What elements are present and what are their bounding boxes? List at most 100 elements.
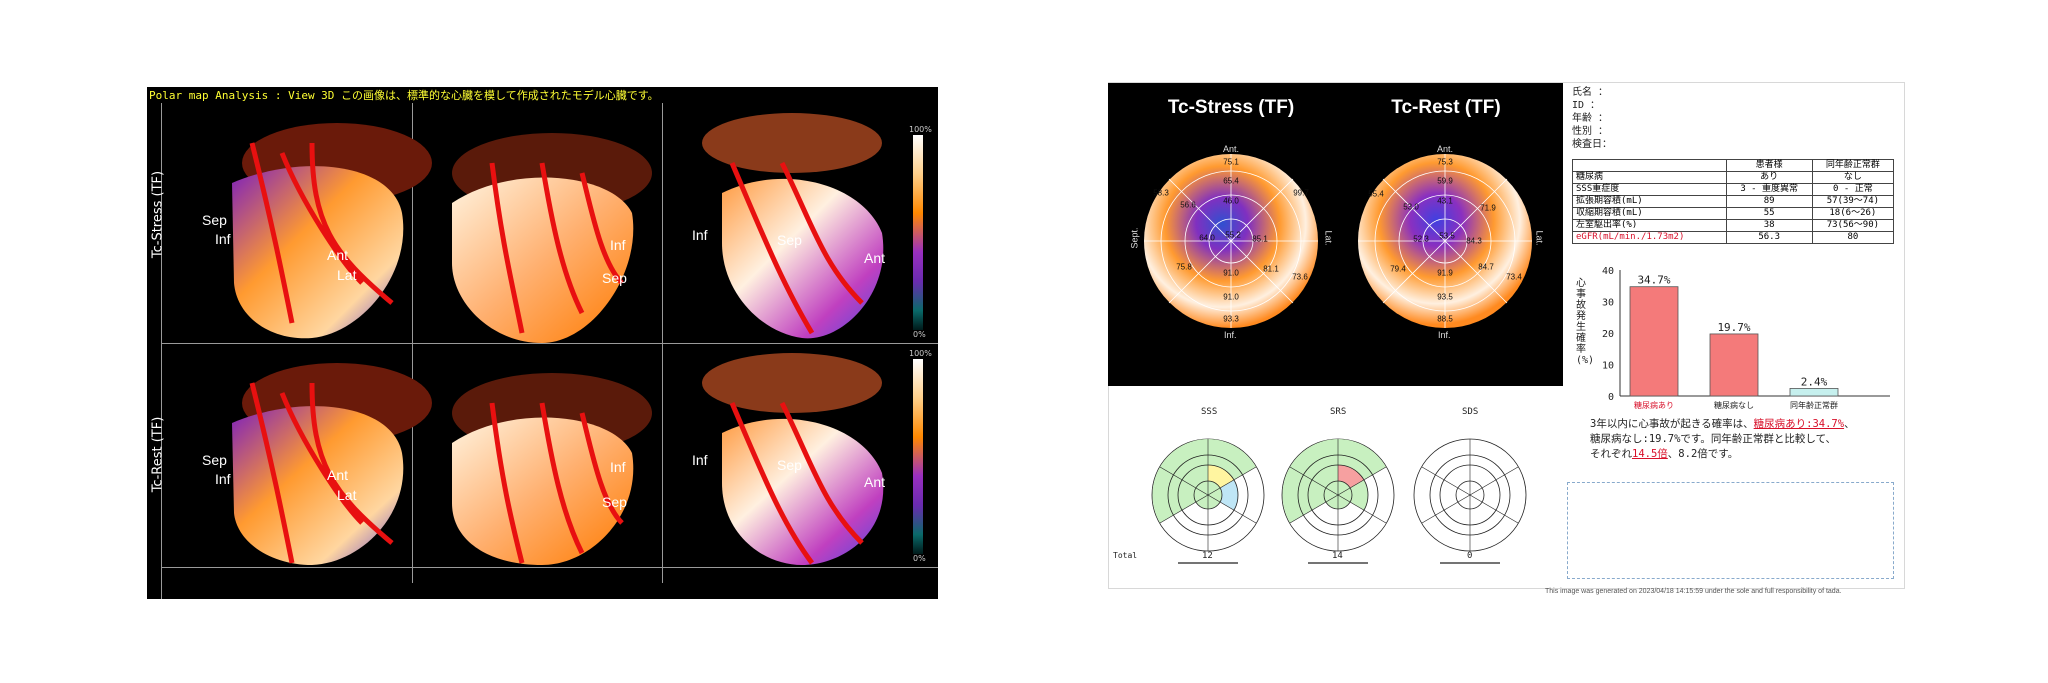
label-sep: Sep: [777, 232, 802, 248]
table-row: 拡張期容積(mL) 89 57(39～74): [1572, 195, 1895, 208]
summary-text: それぞれ: [1590, 448, 1632, 460]
polar-value: 53.0: [1403, 202, 1419, 212]
polar-value: 93.5: [1437, 292, 1453, 302]
rest-ant-label: Ant.: [1437, 144, 1454, 154]
bullseye-srs: [1281, 438, 1395, 552]
table-cell: [1572, 159, 1727, 172]
polar-value: 71.9: [1480, 203, 1496, 213]
label-inf: Inf: [215, 471, 231, 487]
table-cell: 18(6～26): [1811, 207, 1895, 220]
polar-value: 59.9: [1437, 176, 1453, 186]
table-row: SSS重症度 3 - 重度異常 0 - 正常: [1572, 183, 1895, 196]
polar-value: 56.6: [1180, 200, 1196, 210]
summary-line-1: 3年以内に心事故が起きる確率は、糖尿病あり:34.7%、: [1590, 417, 1855, 432]
table-row: 左室駆出率(%) 38 73(56～90): [1572, 219, 1895, 232]
srs-title: SRS: [1330, 407, 1347, 417]
polar-value: 65.4: [1223, 176, 1239, 186]
label-ant: Ant: [327, 247, 349, 263]
table-header: 患者様 同年齢正常群: [1572, 159, 1895, 172]
table-cell: 55: [1725, 207, 1813, 220]
risk-summary: 3年以内に心事故が起きる確率は、糖尿病あり:34.7%、 糖尿病なし:19.7%…: [1590, 417, 1855, 462]
stress-sept-label: Sept.: [1129, 227, 1140, 249]
empty-comment-box: [1567, 482, 1894, 579]
polar-value: 46.0: [1223, 196, 1239, 206]
patient-sex: 性別 ：: [1572, 126, 1609, 137]
table-cell: 73(56～90): [1811, 219, 1895, 232]
risk-bar-chart: 40 30 20 10 0 34.7% 糖尿病あり 19.7% 糖尿病なし 2.4% 同年齢正常群: [1602, 266, 1890, 410]
rest-title: Tc-Rest (TF): [1391, 97, 1501, 118]
polar-value: 55.4: [1368, 189, 1384, 199]
table-cell: 57(39～74): [1811, 195, 1895, 208]
bar-category-label: 糖尿病あり: [1634, 400, 1674, 410]
heart-rest-3: [702, 353, 884, 565]
label-inf: Inf: [610, 237, 626, 253]
table-cell: 3 - 重度異常: [1725, 183, 1813, 196]
table-cell: 80: [1811, 231, 1895, 244]
grid-line: [161, 343, 938, 344]
polar-value: 99.7: [1293, 188, 1309, 198]
polar-value: 73.4: [1506, 272, 1522, 282]
bar-value-label: 2.4%: [1801, 375, 1828, 388]
table-row: eGFR(mL/min./1.73m2) 56.3 80: [1572, 231, 1895, 244]
polar-value: 91.0: [1223, 268, 1239, 278]
sds-total: 0: [1467, 551, 1473, 561]
polar-value: 58.3: [1153, 188, 1169, 198]
polar-value: 43.1: [1437, 196, 1453, 206]
grid-line: [412, 103, 413, 583]
bar-category-label: 同年齢正常群: [1790, 400, 1838, 410]
label-sep: Sep: [202, 212, 227, 228]
colorbar-max: 100%: [909, 349, 932, 358]
srs-total: 14: [1332, 551, 1343, 561]
table-cell: SSS重症度: [1572, 183, 1727, 196]
table-cell: 38: [1725, 219, 1813, 232]
heart-renderings: [232, 113, 884, 565]
patient-id: ID ：: [1572, 100, 1601, 111]
table-cell: なし: [1811, 171, 1895, 184]
summary-line-2: 糖尿病なし:19.7%です。同年齢正常群と比較して、: [1590, 433, 1837, 445]
polar-value: 85.1: [1252, 234, 1268, 244]
stress-inf-label: Inf.: [1224, 330, 1237, 340]
grid-line: [662, 103, 663, 583]
table-cell: 拡張期容積(mL): [1572, 195, 1727, 208]
bar-value-label: 34.7%: [1637, 274, 1670, 287]
colorbar-min: 0%: [913, 554, 926, 563]
polar-value: 52.3: [1413, 234, 1429, 244]
polar-value: 73.6: [1292, 272, 1308, 282]
bar: [1629, 286, 1679, 397]
polar-rest: [1358, 154, 1532, 328]
heart-stress-1: [232, 123, 432, 339]
polar-value: 64.0: [1199, 233, 1215, 243]
label-inf: Inf: [215, 231, 231, 247]
score-bullseyes: [1151, 438, 1527, 564]
sds-title: SDS: [1462, 407, 1479, 417]
polar-value: 84.7: [1478, 262, 1494, 272]
y-tick-label: 20: [1602, 329, 1614, 340]
polar-value: 88.5: [1437, 314, 1453, 324]
table-cell: 同年齢正常群: [1811, 159, 1895, 172]
summary-text: 3年以内に心事故が起きる確率は、: [1590, 418, 1754, 430]
table-cell: 0 - 正常: [1811, 183, 1895, 196]
grid-line: [161, 103, 162, 599]
label-inf: Inf: [610, 459, 626, 475]
summary-line-3: それぞれ14.5倍、8.2倍です。: [1590, 447, 1855, 462]
colorbar-min: 0%: [913, 330, 926, 339]
table-cell: 56.3: [1725, 231, 1813, 244]
polar-plots: [1144, 154, 1532, 328]
polar-value: 75.3: [1437, 157, 1453, 167]
polar-value: 79.4: [1390, 264, 1406, 274]
bar: [1709, 333, 1759, 397]
polar-value: 81.1: [1263, 264, 1279, 274]
rest-lat-label: Lat.: [1534, 230, 1545, 246]
label-inf: Inf: [692, 227, 708, 243]
table-cell: 89: [1725, 195, 1813, 208]
polar-value: 55.2: [1225, 230, 1241, 240]
stress-ant-label: Ant.: [1223, 144, 1240, 154]
polar-value: 91.0: [1223, 292, 1239, 302]
label-sep: Sep: [777, 457, 802, 473]
polar-value: 75.1: [1223, 157, 1239, 167]
heart-rest-2: [452, 373, 652, 565]
rest-inf-label: Inf.: [1438, 330, 1451, 340]
table-cell: 左室駆出率(%): [1572, 219, 1727, 232]
polar-value: 75.8: [1176, 262, 1192, 272]
polar-maps: Tc-Stress (TF) Tc-Rest (TF): [1108, 83, 1563, 386]
